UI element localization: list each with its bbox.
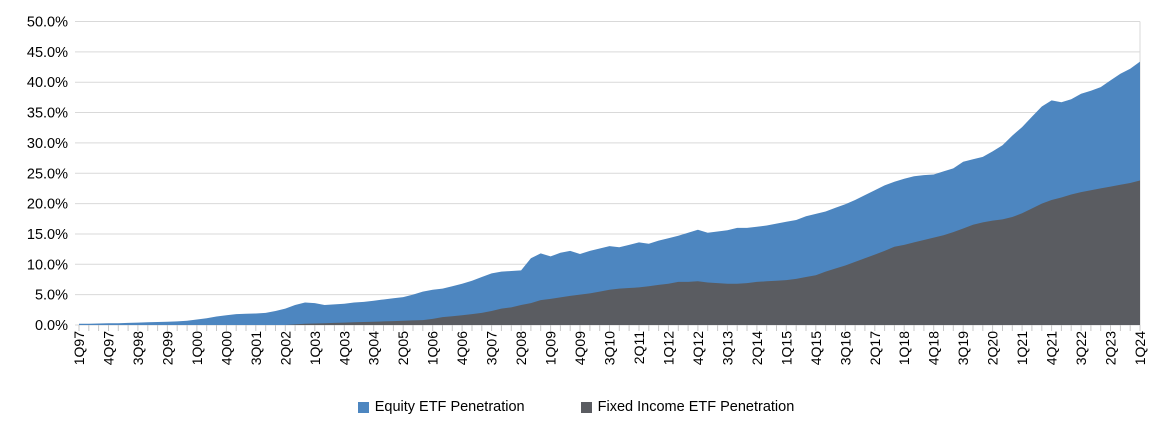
x-axis-tick-label: 1Q15 [778, 331, 794, 365]
x-axis-tick-label: 2Q20 [985, 331, 1001, 365]
x-axis-tick-label: 2Q05 [395, 331, 411, 365]
y-axis-tick-label: 15.0% [27, 227, 68, 243]
x-axis-tick-label: 2Q14 [749, 331, 765, 365]
x-axis-tick-label: 1Q24 [1132, 331, 1148, 365]
y-axis-tick-label: 45.0% [27, 45, 68, 61]
x-axis-tick-label: 4Q03 [336, 331, 352, 365]
x-axis-tick-label: 3Q16 [837, 331, 853, 365]
x-axis-tick-label: 4Q09 [572, 331, 588, 365]
legend-label-fixed-income: Fixed Income ETF Penetration [597, 399, 795, 415]
x-axis-tick-label: 1Q21 [1014, 331, 1030, 365]
x-axis-tick-label: 2Q11 [631, 331, 647, 364]
legend-label-equity: Equity ETF Penetration [374, 399, 525, 415]
x-axis-tick-label: 4Q12 [690, 331, 706, 365]
x-axis-tick-label: 3Q01 [248, 331, 264, 365]
x-axis-tick-label: 2Q17 [867, 331, 883, 365]
x-axis-tick-label: 3Q04 [366, 331, 382, 365]
x-axis-tick-label: 3Q19 [955, 331, 971, 365]
y-axis-tick-label: 30.0% [27, 136, 68, 152]
y-axis-tick-label: 40.0% [27, 75, 68, 91]
x-axis-tick-label: 1Q09 [543, 331, 559, 365]
y-axis-tick-label: 20.0% [27, 197, 68, 213]
y-axis-tick-label: 25.0% [27, 166, 68, 182]
x-axis-tick-label: 1Q97 [71, 331, 87, 365]
x-axis-tick-label: 2Q23 [1103, 331, 1119, 365]
y-axis-tick-label: 0.0% [35, 318, 68, 334]
x-axis-tick-label: 4Q97 [101, 331, 117, 365]
x-axis-tick-label: 2Q02 [277, 331, 293, 365]
x-axis-tick-label: 4Q18 [926, 331, 942, 365]
x-axis-tick-label: 3Q13 [719, 331, 735, 365]
legend-item-equity: Equity ETF Penetration [357, 399, 525, 415]
x-axis-tick-label: 1Q00 [189, 331, 205, 365]
y-axis-tick-label: 5.0% [35, 288, 68, 304]
x-axis-tick-label: 3Q22 [1073, 331, 1089, 365]
x-axis-tick-label: 1Q18 [896, 331, 912, 365]
y-axis-tick-label: 35.0% [27, 106, 68, 122]
x-axis-tick-label: 3Q10 [602, 331, 618, 365]
x-axis-tick-label: 3Q07 [484, 331, 500, 365]
x-axis-tick-label: 1Q06 [425, 331, 441, 365]
x-axis-tick-label: 2Q99 [159, 331, 175, 365]
x-axis-tick-label: 2Q08 [513, 331, 529, 365]
legend-swatch-equity-icon [357, 401, 369, 413]
x-axis-tick-label: 3Q98 [130, 331, 146, 365]
legend-item-fixed-income: Fixed Income ETF Penetration [580, 399, 795, 415]
chart-legend: Equity ETF Penetration Fixed Income ETF … [0, 399, 1152, 415]
y-axis-tick-label: 50.0% [27, 15, 68, 31]
x-axis-tick-label: 1Q03 [307, 331, 323, 365]
x-axis-tick-label: 4Q00 [218, 331, 234, 365]
y-axis-tick-label: 10.0% [27, 257, 68, 273]
x-axis-tick-label: 4Q15 [808, 331, 824, 365]
fixed-income-area-series [79, 180, 1140, 325]
legend-swatch-fixed-income-icon [580, 401, 592, 413]
x-axis-tick-label: 4Q21 [1044, 331, 1060, 365]
x-axis-tick-label: 1Q12 [660, 331, 676, 365]
x-axis-tick-label: 4Q06 [454, 331, 470, 365]
